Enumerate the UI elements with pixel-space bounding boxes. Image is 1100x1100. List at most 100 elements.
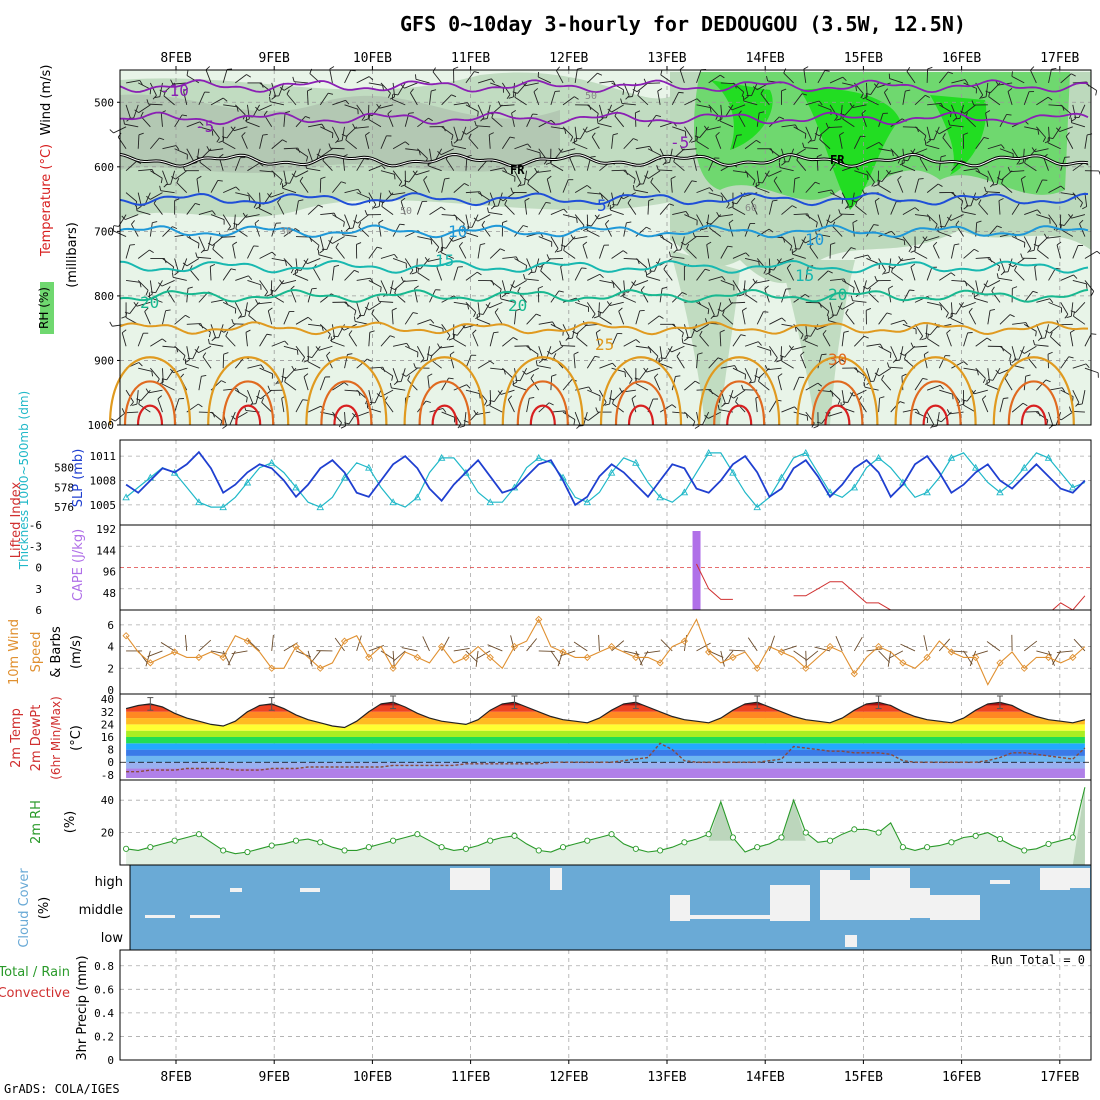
- wind-barb: [781, 360, 794, 369]
- wind-barb-flag: [500, 248, 505, 252]
- wind-barb: [986, 384, 1001, 391]
- wind-barb: [380, 135, 387, 149]
- wind-barb: [981, 280, 989, 294]
- wind-barb: [166, 290, 176, 303]
- wind-barb-flag: [729, 395, 734, 399]
- wind-barb: [781, 406, 795, 413]
- wind-barb: [902, 323, 917, 330]
- wind-barb-flag: [804, 293, 810, 298]
- wind-barb: [489, 405, 503, 413]
- wind-barb-flag: [757, 341, 762, 346]
- wind-barb: [793, 213, 808, 216]
- cloud-gap: [300, 888, 320, 892]
- wind-barb-flag: [159, 89, 165, 93]
- wind-barb: [574, 143, 588, 150]
- wind-barb: [987, 170, 995, 184]
- wind-barb: [1024, 209, 1038, 216]
- wind-barb: [429, 236, 440, 248]
- wind-barb: [198, 91, 205, 106]
- wind-barb: [160, 112, 163, 127]
- wind-barb: [873, 368, 880, 382]
- cloud-gap: [870, 868, 910, 920]
- wind-barb: [1007, 91, 1013, 105]
- wind-barb: [344, 389, 359, 392]
- wind-barb-flag: [671, 404, 677, 409]
- wind-barb: [186, 288, 189, 303]
- temp-band: [126, 762, 1085, 769]
- wind-barb: [502, 192, 515, 202]
- wind-barb: [1043, 157, 1049, 171]
- wind-barb: [685, 236, 697, 246]
- wind-barb: [768, 258, 771, 273]
- wind-barb: [686, 248, 697, 259]
- wind-barb: [356, 302, 362, 316]
- wind-barb-flag: [886, 362, 890, 368]
- wind-barb: [963, 168, 978, 172]
- wind-barb-flag: [370, 278, 374, 283]
- thickness-tick-label: 580: [54, 462, 74, 475]
- temp2m-tick-label: -8: [101, 769, 114, 782]
- wind-barb-flag: [408, 112, 414, 114]
- wind-barb-flag: [327, 92, 334, 95]
- wind-barb-flag: [1024, 158, 1027, 164]
- wind-barb: [965, 116, 977, 128]
- wind-barb-flag: [307, 355, 313, 359]
- wind-barb: [1012, 258, 1025, 268]
- wind-barb-flag: [427, 373, 433, 377]
- wind-barb-flag: [899, 401, 905, 404]
- pressure-tick-label: 900: [94, 354, 114, 367]
- date-label-bottom: 10FEB: [353, 1070, 392, 1085]
- wind-barb-flag: [646, 271, 652, 276]
- wind-barb-flag: [343, 382, 349, 386]
- wind-barb-flag: [1045, 330, 1050, 334]
- wind-barb: [489, 280, 502, 290]
- wind-barb-flag: [1006, 113, 1012, 116]
- wind-barb-flag: [675, 375, 681, 377]
- wind-barb-flag: [778, 162, 781, 168]
- wind-barb-flag: [758, 376, 761, 382]
- wind-barb-flag: [284, 376, 287, 383]
- wind-barb-flag: [180, 373, 185, 378]
- wind-barb-flag: [646, 226, 651, 230]
- wind-barb: [878, 113, 884, 127]
- wind-barb: [392, 650, 395, 667]
- wind-barb: [878, 148, 893, 152]
- wind-barb-flag: [147, 293, 153, 298]
- wind-barb-flag: [426, 353, 432, 357]
- wind-barb-flag: [473, 217, 479, 222]
- temperature-label: 15: [435, 251, 454, 270]
- wind-barb: [878, 185, 891, 194]
- wind-barb-flag: [1011, 71, 1013, 77]
- data-point: [292, 642, 300, 651]
- wind-barb-flag: [855, 200, 858, 206]
- wind-barb: [720, 246, 728, 259]
- temp2m-tick-label: 32: [101, 706, 114, 719]
- wind-barb: [149, 82, 157, 96]
- wind-barb: [923, 354, 928, 369]
- wind-barb-flag: [910, 263, 916, 268]
- wind-barb-flag: [710, 314, 715, 320]
- data-point: [171, 837, 178, 844]
- temp2m-tick-label: 0: [107, 756, 114, 769]
- wind-barb: [599, 362, 613, 369]
- wind-barb-flag: [512, 337, 518, 341]
- wind-barb-flag: [361, 116, 366, 121]
- ylabel-rh-unit: (%): [63, 811, 78, 834]
- wind-barb: [332, 411, 342, 423]
- temperature-label: -10: [160, 81, 189, 100]
- lifted-index-line: [696, 563, 1086, 614]
- wind-barb-flag: [186, 70, 189, 76]
- wind-barb: [147, 650, 163, 658]
- wind-barb-flag: [138, 362, 143, 367]
- wind-barb: [401, 647, 418, 652]
- wind-barb-flag: [563, 208, 568, 214]
- wind-barb: [453, 647, 470, 652]
- wind-barb-flag: [152, 221, 158, 224]
- wind-barb: [452, 236, 467, 242]
- wind-barb: [755, 279, 770, 284]
- wind-barb-flag: [680, 241, 686, 246]
- wind-barb-flag: [307, 316, 313, 321]
- wind-barb: [598, 634, 600, 651]
- wind-barb-flag: [681, 292, 687, 295]
- wind-barb-flag: [478, 313, 484, 315]
